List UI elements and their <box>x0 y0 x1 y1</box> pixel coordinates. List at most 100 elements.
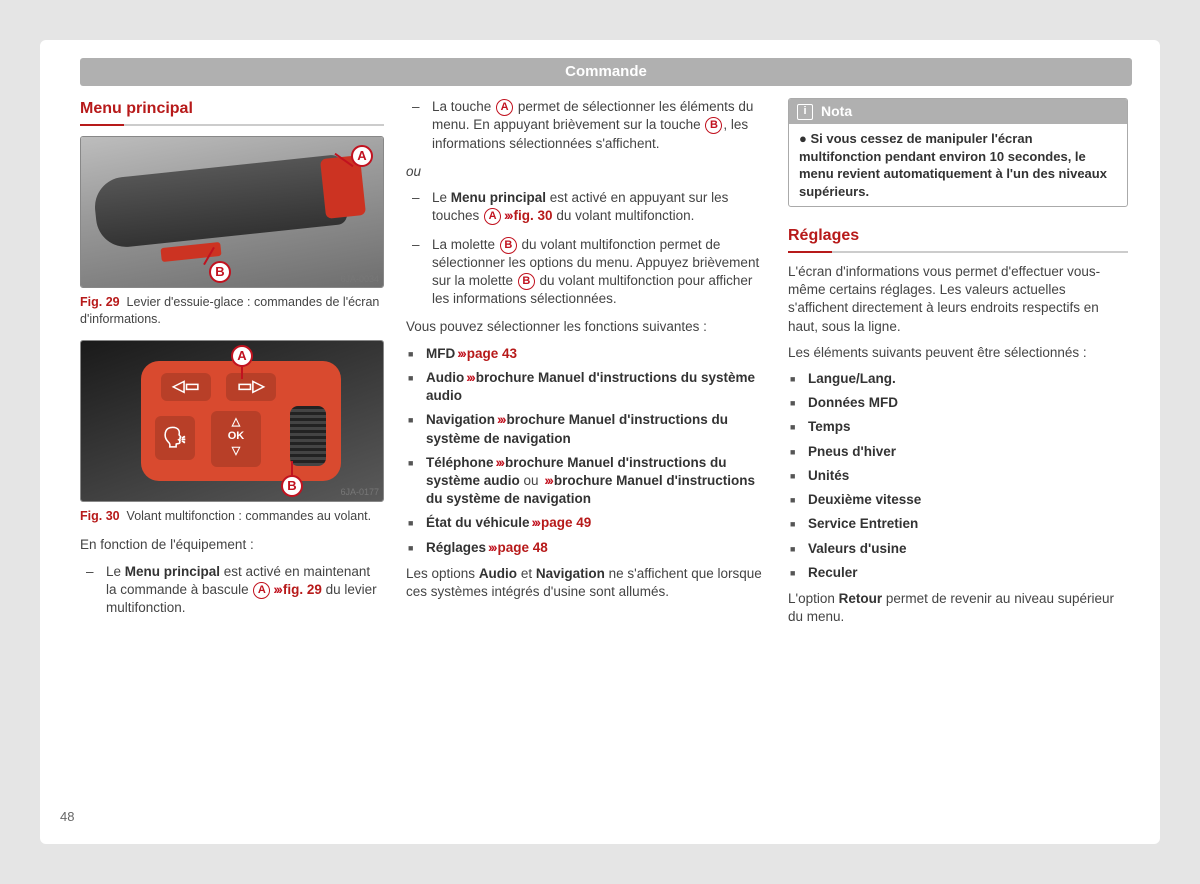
figure-link: fig. 29 <box>283 582 322 597</box>
prev-icon: ◁▭ <box>161 373 211 401</box>
bold-text: Langue/Lang. <box>808 371 896 386</box>
list-telephone: Téléphone›››brochure Manuel d'instructio… <box>420 454 766 509</box>
chevron-icon: ››› <box>544 473 552 488</box>
callout-a: A <box>231 345 253 367</box>
marker-a-icon: A <box>253 582 270 599</box>
page-link: page 48 <box>498 540 548 555</box>
list-item: Reculer <box>802 564 1128 582</box>
brochure-ref: brochure Manuel d'instructions du systèm… <box>426 370 755 403</box>
nota-header: i Nota <box>789 99 1127 124</box>
mid-ou: ou <box>406 163 766 181</box>
list-reglages: Réglages›››page 48 <box>420 539 766 557</box>
figure-ref: 6JA-0034 <box>340 273 379 285</box>
callout-line-icon <box>291 461 293 475</box>
list-item: Temps <box>802 418 1128 436</box>
figure-29: A B 6JA-0034 <box>80 136 384 288</box>
list-mfd: MFD›››page 43 <box>420 345 766 363</box>
nota-text: Si vous cessez de manipuler l'écran mult… <box>799 131 1107 199</box>
chevron-icon: ››› <box>466 370 474 385</box>
bold-text: Deuxième vitesse <box>808 492 921 507</box>
bold-text: Données MFD <box>808 395 898 410</box>
bold-text: Menu principal <box>451 190 546 205</box>
figure-label: Fig. 30 <box>80 509 120 523</box>
list-item: Deuxième vitesse <box>802 491 1128 509</box>
manual-page: Commande Menu principal A B 6JA-0034 Fi <box>40 40 1160 844</box>
list-item: Pneus d'hiver <box>802 443 1128 461</box>
list-item: Service Entretien <box>802 515 1128 533</box>
right-para2: Les éléments suivants peuvent être sélec… <box>788 344 1128 362</box>
bold-text: Pneus d'hiver <box>808 444 896 459</box>
mid-item-1: La touche A permet de sélectionner les é… <box>422 98 766 153</box>
bold-text: Audio <box>426 370 464 385</box>
figure-ref: 6JA-0177 <box>340 486 379 498</box>
nota-box: i Nota ● Si vous cessez de manipuler l'é… <box>788 98 1128 207</box>
next-icon: ▭▷ <box>226 373 276 401</box>
figure-30: ◁▭ ▭▷ 🗣 △OK▽ A B 6JA-0177 <box>80 340 384 502</box>
right-outro: L'option Retour permet de revenir au niv… <box>788 590 1128 626</box>
figure-29-image: A B 6JA-0034 <box>81 137 383 287</box>
mid-outro: Les options Audio et Navigation ne s'aff… <box>406 565 766 601</box>
marker-b-icon: B <box>500 237 517 254</box>
mid-item-3: La molette B du volant multifonction per… <box>422 236 766 309</box>
ok-rocker-icon: △OK▽ <box>211 411 261 467</box>
chevron-icon: ››› <box>496 455 504 470</box>
marker-a-icon: A <box>484 208 501 225</box>
callout-a: A <box>351 145 373 167</box>
list-item: Données MFD <box>802 394 1128 412</box>
chevron-icon: ››› <box>488 540 496 555</box>
text: Les options <box>406 566 479 581</box>
text: et <box>517 566 536 581</box>
bold-text: Reculer <box>808 565 858 580</box>
list-item: Valeurs d'usine <box>802 540 1128 558</box>
marker-b-icon: B <box>518 273 535 290</box>
bold-text: MFD <box>426 346 455 361</box>
callout-b: B <box>281 475 303 497</box>
text: Le <box>106 564 125 579</box>
bold-text: Temps <box>808 419 851 434</box>
column-right: i Nota ● Si vous cessez de manipuler l'é… <box>788 98 1128 634</box>
figure-29-caption: Fig. 29 Levier d'essuie-glace : commande… <box>80 294 384 328</box>
bold-text: Navigation <box>426 412 495 427</box>
list-item: Unités <box>802 467 1128 485</box>
figure-caption-text: Volant multifonction : commandes au vola… <box>127 509 372 523</box>
left-item-1: Le Menu principal est activé en maintena… <box>96 563 384 618</box>
chevron-icon: ››› <box>273 582 281 597</box>
section-header: Commande <box>80 58 1132 86</box>
text: ou <box>520 473 543 488</box>
callout-line-icon <box>241 367 243 379</box>
text: Le <box>432 190 451 205</box>
chevron-icon: ››› <box>457 346 465 361</box>
page-link: page 43 <box>467 346 517 361</box>
list-item: Langue/Lang. <box>802 370 1128 388</box>
wiper-stalk-icon <box>92 154 348 250</box>
nota-title: Nota <box>821 102 852 121</box>
figure-30-image: ◁▭ ▭▷ 🗣 △OK▽ A B 6JA-0177 <box>81 341 383 501</box>
column-left: Menu principal A B 6JA-0034 Fig. 29 Levi… <box>80 98 384 634</box>
figure-30-caption: Fig. 30 Volant multifonction : commandes… <box>80 508 384 525</box>
bold-text: Retour <box>839 591 883 606</box>
callout-b: B <box>209 261 231 283</box>
figure-caption-text: Levier d'essuie-glace : commandes de l'é… <box>80 295 379 326</box>
nota-body: ● Si vous cessez de manipuler l'écran mu… <box>789 124 1127 206</box>
chevron-icon: ››› <box>497 412 505 427</box>
voice-icon: 🗣 <box>155 416 195 460</box>
mid-intro2: Vous pouvez sélectionner les fonctions s… <box>406 318 766 336</box>
left-intro: En fonction de l'équipement : <box>80 536 384 554</box>
list-audio: Audio›››brochure Manuel d'instructions d… <box>420 369 766 405</box>
bold-text: État du véhicule <box>426 515 530 530</box>
bold-text: Valeurs d'usine <box>808 541 907 556</box>
wheel-pad-icon: ◁▭ ▭▷ 🗣 △OK▽ <box>141 361 341 481</box>
right-para1: L'écran d'informations vous permet d'eff… <box>788 263 1128 336</box>
figure-label: Fig. 29 <box>80 295 120 309</box>
bold-text: Audio <box>479 566 517 581</box>
text: L'option <box>788 591 839 606</box>
marker-b-icon: B <box>705 117 722 134</box>
page-number: 48 <box>60 808 74 826</box>
scroll-wheel-icon <box>290 406 326 466</box>
list-etat: État du véhicule›››page 49 <box>420 514 766 532</box>
list-navigation: Navigation›››brochure Manuel d'instructi… <box>420 411 766 447</box>
text: La touche <box>432 99 495 114</box>
chevron-icon: ››› <box>504 208 512 223</box>
bold-text: Téléphone <box>426 455 494 470</box>
text: La molette <box>432 237 499 252</box>
